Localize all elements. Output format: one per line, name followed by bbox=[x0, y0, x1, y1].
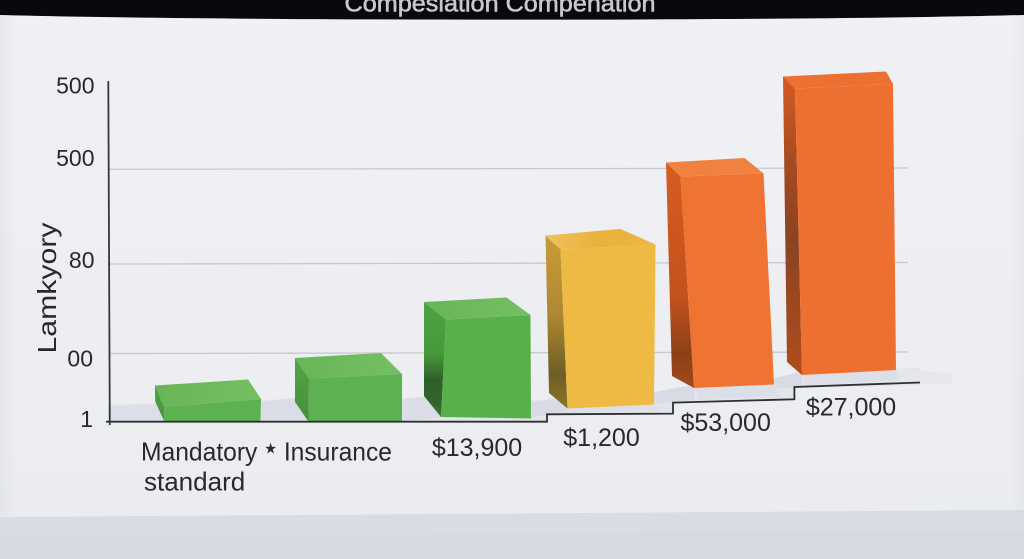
svg-text:500: 500 bbox=[56, 73, 94, 99]
svg-text:1: 1 bbox=[80, 406, 93, 432]
svg-text:80: 80 bbox=[69, 247, 95, 273]
svg-text:00: 00 bbox=[67, 346, 93, 372]
svg-text:500: 500 bbox=[56, 145, 94, 171]
svg-text:Compesiation Compenation: Compesiation Compenation bbox=[345, 0, 656, 18]
svg-text:standard: standard bbox=[144, 467, 245, 497]
svg-text:$13,900: $13,900 bbox=[432, 434, 522, 462]
svg-text:$53,000: $53,000 bbox=[681, 409, 771, 437]
svg-text:Mandatory ★ Insurance: Mandatory ★ Insurance bbox=[141, 437, 392, 467]
svg-text:$27,000: $27,000 bbox=[806, 394, 896, 422]
svg-text:Lamkyory: Lamkyory bbox=[32, 223, 62, 354]
svg-text:$1,200: $1,200 bbox=[563, 424, 639, 452]
